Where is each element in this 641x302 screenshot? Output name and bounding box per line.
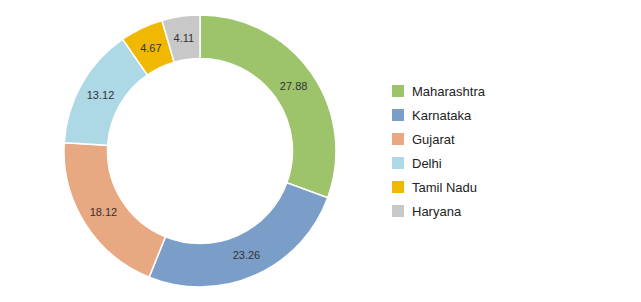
legend-label: Delhi (412, 156, 442, 171)
legend: Maharashtra Karnataka Gujarat Delhi Tamil Na… (392, 84, 486, 219)
slice (162, 15, 200, 62)
data-labels: 27.88 23.26 18.12 13.12 4.67 4.11 (87, 32, 308, 261)
legend-label: Haryana (412, 204, 462, 219)
legend-swatch (392, 157, 404, 169)
slice (149, 183, 328, 287)
legend-label: Tamil Nadu (412, 180, 477, 195)
legend-label: Karnataka (412, 108, 472, 123)
slice (64, 143, 165, 277)
legend-label: Gujarat (412, 132, 455, 147)
legend-swatch (392, 85, 404, 97)
data-label: 4.67 (140, 42, 161, 54)
legend-swatch (392, 109, 404, 121)
chart-container: 27.88 23.26 18.12 13.12 4.67 4.11 Maharashtra K… (0, 0, 641, 302)
data-label: 4.11 (174, 32, 195, 44)
legend-swatch (392, 133, 404, 145)
legend-label: Maharashtra (412, 84, 486, 99)
data-label: 23.26 (233, 249, 261, 261)
chart: 27.88 23.26 18.12 13.12 4.67 4.11 Maharashtra K… (0, 0, 641, 302)
data-label: 18.12 (90, 206, 118, 218)
data-label: 13.12 (87, 89, 115, 101)
slice (200, 15, 336, 198)
legend-swatch (392, 205, 404, 217)
slices (64, 15, 336, 287)
data-label: 27.88 (280, 80, 308, 92)
legend-swatch (392, 181, 404, 193)
